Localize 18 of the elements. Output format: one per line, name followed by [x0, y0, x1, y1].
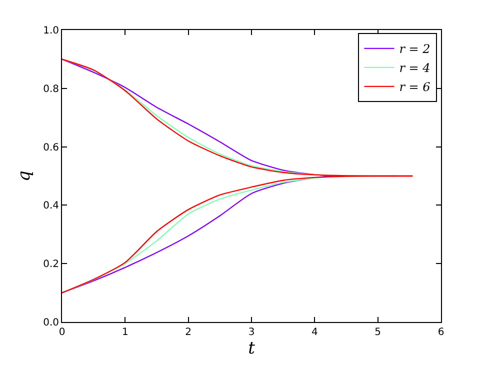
y-tick-label: 0.4 [43, 200, 59, 212]
x-axis-title: t [248, 338, 256, 358]
y-tick-label: 0.0 [43, 318, 59, 328]
legend-label: r = 6 [399, 80, 431, 94]
legend-label: r = 2 [399, 42, 430, 56]
y-axis-title: q [14, 170, 35, 182]
x-tick-label: 1 [122, 327, 128, 338]
y-tick-label: 1.0 [43, 26, 59, 36]
x-tick-label: 5 [374, 327, 382, 338]
x-tick-label: 6 [438, 327, 444, 338]
y-tick-label: 0.2 [43, 259, 59, 270]
y-tick-label: 0.6 [43, 142, 59, 154]
x-tick-label: 4 [311, 327, 318, 338]
x-tick-label: 3 [248, 327, 255, 338]
y-tick-label: 0.8 [43, 84, 59, 95]
legend-label: r = 4 [399, 61, 430, 76]
x-tick-label: 0 [58, 327, 66, 338]
x-tick-label: 2 [185, 327, 192, 338]
